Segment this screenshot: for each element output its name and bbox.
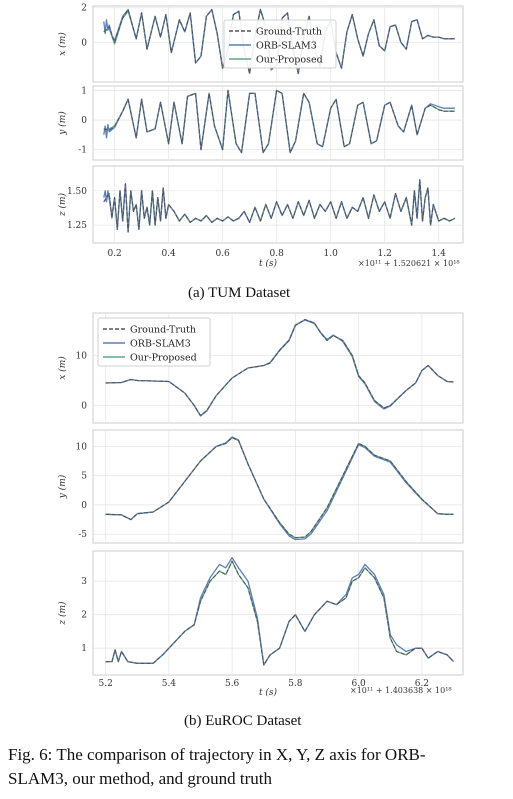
- x-axis-label: t (s): [259, 687, 278, 698]
- x-tick-label: 1.2: [378, 249, 392, 259]
- y-tick-label: 0: [81, 501, 87, 511]
- series-line-ground-truth: [105, 437, 454, 539]
- series-line-ground-truth: [103, 179, 456, 233]
- y-axis-label: z (m): [57, 601, 68, 626]
- legend-label: Ground-Truth: [130, 325, 196, 336]
- y-axis-label: x (m): [57, 356, 68, 380]
- panel-frame: [92, 550, 464, 676]
- y-axis-label: x (m): [57, 32, 68, 56]
- x-offset-label: ×10¹¹ + 1.403638 × 10¹⁸: [350, 686, 452, 695]
- y-tick-label: 1: [81, 86, 87, 96]
- y-tick-label: 0: [81, 38, 87, 48]
- x-tick-label: 1.4: [432, 249, 447, 259]
- y-tick-label: 5: [81, 472, 87, 482]
- x-tick-label: 0.6: [215, 249, 230, 259]
- x-offset-label: ×10¹¹ + 1.520621 × 10¹⁸: [358, 259, 460, 268]
- figure-caption-line-2: SLAM3, our method, and ground truth: [8, 769, 272, 788]
- subcaption-euroc: (b) EuROC Dataset: [184, 713, 302, 729]
- y-tick-label: 10: [76, 442, 88, 452]
- chart-euroc: 0 10 x (m) -5 0 5 10 y (m) 1 2 3 z (m) 5.2 5.4 5.6 5.8 6…: [57, 312, 464, 698]
- y-tick-label: -1: [78, 146, 87, 156]
- y-tick-label: 1.25: [67, 221, 87, 231]
- x-tick-label: 0.4: [161, 249, 176, 259]
- panel-frame: [92, 85, 464, 161]
- legend-label: Our-Proposed: [130, 353, 197, 364]
- legend-euroc: Ground-Truth ORB-SLAM3 Our-Proposed: [97, 317, 211, 367]
- panel-frame: [92, 429, 464, 544]
- series-line-ground-truth: [105, 318, 454, 417]
- chart-tum: 0 2 x (m) -1 0 1 y (m) 1.25 1.50z (m) 0.2 0.4 0.6 0.…: [57, 4, 464, 269]
- x-tick-label: 6.0: [351, 679, 366, 689]
- y-tick-label: 1.50: [67, 187, 87, 197]
- y-tick-label: 3: [81, 577, 87, 587]
- y-tick-label: 0: [81, 402, 87, 412]
- x-axis-label: t (s): [259, 258, 278, 269]
- x-tick-label: 6.2: [415, 679, 429, 689]
- y-axis-label: y (m): [57, 111, 68, 136]
- y-axis-label: z (m): [57, 192, 68, 217]
- legend-label: Our-Proposed: [256, 55, 323, 66]
- y-tick-label: 0: [81, 116, 87, 126]
- legend-box: [223, 19, 337, 69]
- x-tick-label: 0.8: [269, 249, 284, 259]
- series-line-ground-truth: [105, 560, 454, 666]
- subcaption-tum: (a) TUM Dataset: [188, 285, 291, 301]
- series-line-ground-truth: [103, 89, 455, 154]
- y-tick-label: 1: [81, 644, 87, 654]
- panel-tum-y: -1 0 1 y (m): [57, 85, 464, 161]
- legend-label: ORB-SLAM3: [256, 41, 317, 52]
- legend-label: ORB-SLAM3: [130, 339, 191, 350]
- x-tick-label: 0.2: [107, 249, 121, 259]
- panel-tum-x: 0 2 x (m): [57, 4, 464, 83]
- figure-caption-line-1: Fig. 6: The comparison of trajectory in …: [8, 745, 426, 764]
- y-tick-label: 10: [76, 352, 88, 362]
- y-tick-label: -5: [78, 530, 87, 540]
- panel-euroc-y: -5 0 5 10 y (m): [57, 429, 464, 544]
- panel-euroc-z: 1 2 3 z (m): [57, 550, 464, 676]
- x-tick-label: 1.0: [324, 249, 339, 259]
- y-tick-label: 2: [81, 4, 87, 14]
- x-tick-label: 5.6: [225, 679, 240, 689]
- legend-box: [97, 317, 211, 367]
- x-tick-label: 5.4: [162, 679, 177, 689]
- x-tick-label: 5.2: [98, 679, 112, 689]
- series-line-ground-truth: [103, 8, 455, 74]
- y-axis-label: y (m): [57, 474, 68, 499]
- legend-label: Ground-Truth: [256, 27, 322, 38]
- legend-tum: Ground-Truth ORB-SLAM3 Our-Proposed: [223, 19, 337, 69]
- panel-tum-z: 1.25 1.50z (m): [57, 165, 464, 244]
- x-tick-label: 5.8: [288, 679, 303, 689]
- y-tick-label: 2: [81, 611, 87, 621]
